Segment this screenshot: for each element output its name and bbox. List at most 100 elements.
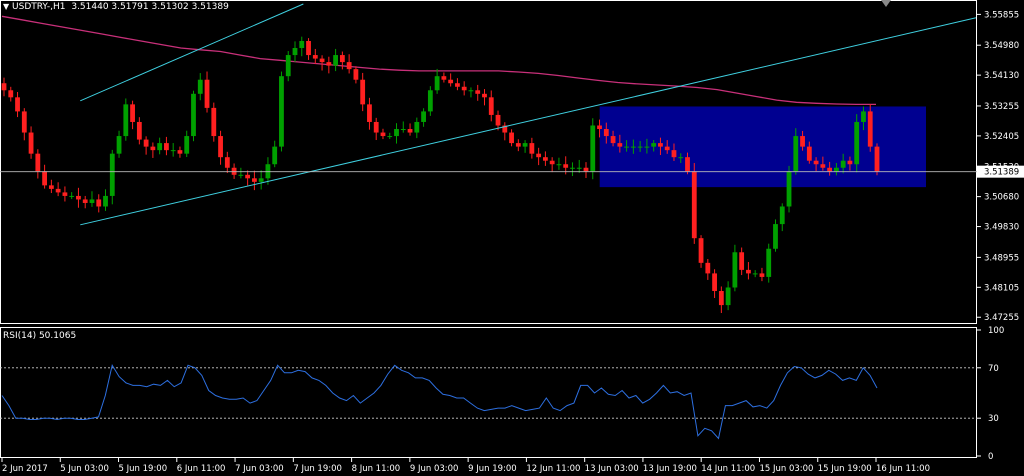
candle-body xyxy=(725,287,731,306)
candle xyxy=(258,170,264,190)
candle xyxy=(414,117,420,139)
candle xyxy=(718,286,724,314)
price-tick-label: 3.54130 xyxy=(984,71,1019,81)
trendline-layer xyxy=(80,3,977,226)
candle xyxy=(698,235,704,268)
candle xyxy=(502,122,508,141)
candle xyxy=(597,119,602,138)
candle-body xyxy=(427,90,433,112)
candle-body xyxy=(204,79,210,108)
candle-body xyxy=(150,146,156,151)
candle xyxy=(746,262,751,280)
time-tick-label: 5 Jun 03:00 xyxy=(60,464,109,474)
candle-body xyxy=(732,252,738,288)
candle-body xyxy=(813,160,819,165)
candle-body xyxy=(353,69,359,80)
price-panel-frame xyxy=(0,0,977,324)
candle xyxy=(590,118,596,180)
rsi-tick-label: 100 xyxy=(988,326,1004,336)
candle xyxy=(854,114,860,173)
candle xyxy=(685,152,690,175)
candle-body xyxy=(522,143,528,147)
candle xyxy=(488,90,494,122)
price-tick-label: 3.55855 xyxy=(984,10,1019,20)
candle xyxy=(89,191,95,207)
candle xyxy=(143,136,149,155)
candle-body xyxy=(272,146,278,165)
candle xyxy=(840,153,846,174)
candle-body xyxy=(197,79,203,94)
rsi-layer: 100 70 30 0 xyxy=(0,326,1004,462)
candle-body xyxy=(367,104,372,122)
current-price-badge xyxy=(977,165,1024,178)
candle xyxy=(360,72,366,112)
candle xyxy=(306,38,311,60)
candle-body xyxy=(441,76,447,80)
candle-body xyxy=(820,164,826,168)
candle-body xyxy=(312,55,318,59)
rsi-label: RSI(14) 50.1065 xyxy=(3,331,77,341)
candle-body xyxy=(238,174,244,176)
candle xyxy=(678,153,684,163)
candle xyxy=(373,117,379,141)
candle-body xyxy=(874,146,880,172)
candle-body xyxy=(698,238,704,263)
candle xyxy=(279,71,284,152)
candle-body xyxy=(184,136,190,154)
candle xyxy=(455,78,460,91)
candle xyxy=(630,139,636,154)
chevron-down-icon[interactable]: ▼ xyxy=(3,2,10,11)
candle-body xyxy=(191,93,196,137)
candle xyxy=(218,130,223,165)
candle-body xyxy=(800,136,805,147)
candle xyxy=(874,143,880,176)
candle-body xyxy=(833,167,839,172)
time-tick-label: 15 Jun 03:00 xyxy=(759,464,813,474)
candle-body xyxy=(746,269,751,274)
candle-body xyxy=(495,114,501,126)
candle xyxy=(827,161,833,176)
candle-body xyxy=(319,58,325,63)
candle xyxy=(813,157,819,172)
scroll-marker-icon[interactable] xyxy=(881,0,891,7)
symbol-label: USDTRY-,H1 xyxy=(12,2,66,12)
candle-body xyxy=(15,97,20,112)
candle-body xyxy=(644,146,650,148)
candle-body xyxy=(861,111,866,122)
candle-body xyxy=(164,143,169,151)
candle xyxy=(793,128,799,175)
candle-body xyxy=(434,76,440,91)
price-tick-label: 3.54980 xyxy=(984,41,1019,51)
time-tick-label: 2 Jun 2017 xyxy=(2,464,48,474)
candle-body xyxy=(549,160,555,165)
candle xyxy=(617,134,623,153)
candle xyxy=(603,122,609,144)
candle xyxy=(806,141,812,164)
candle-body xyxy=(306,40,311,56)
candle-body xyxy=(346,62,352,70)
candle-body xyxy=(103,195,108,207)
candle-body xyxy=(116,136,122,154)
candle-body xyxy=(603,129,609,137)
candle xyxy=(150,142,156,158)
time-tick-label: 15 Jun 19:00 xyxy=(818,464,872,474)
candle-body xyxy=(157,143,163,151)
candle-body xyxy=(387,136,393,138)
candle xyxy=(475,84,481,101)
candle-body xyxy=(96,199,102,207)
current-price-label: 3.51389 xyxy=(984,168,1019,178)
candle xyxy=(448,73,454,87)
candle xyxy=(394,123,399,144)
candle-body xyxy=(664,146,670,151)
candle-body xyxy=(461,86,467,91)
candle-body xyxy=(691,171,697,239)
time-tick-label: 9 Jun 19:00 xyxy=(468,464,517,474)
candle xyxy=(1,77,7,97)
candle-body xyxy=(773,224,778,249)
candle-body xyxy=(380,132,386,137)
candle-body xyxy=(529,143,535,154)
candle xyxy=(184,130,190,157)
candle-body xyxy=(245,174,251,179)
candle xyxy=(211,102,217,142)
